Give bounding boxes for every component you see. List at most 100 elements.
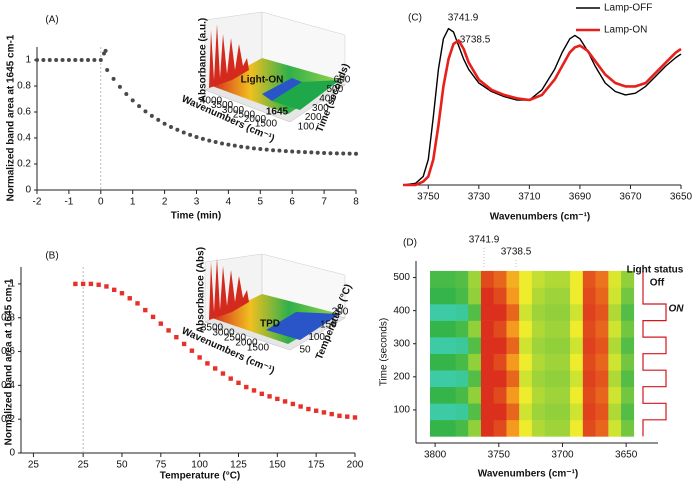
heatmap-cell [455,337,469,354]
heatmap-cell [544,270,558,288]
inset-tick-label: 200 [332,307,349,318]
point [245,145,250,150]
heatmap-cell [531,304,545,321]
heatmap-cell [442,403,456,421]
heatmap-cell [468,270,482,288]
heatmap-cell [468,337,482,354]
heatmap-cell [519,419,533,437]
heatmap-cell [570,403,584,421]
point [282,399,288,404]
point [267,394,272,399]
heatmap-cell [570,304,584,321]
inset-annotation: Light-ON [241,75,284,86]
heatmap-cell [621,403,635,421]
inset-tick-label: 150 [320,319,337,330]
point [347,151,352,156]
inset-tick-label: 500 [326,84,343,95]
heatmap-cell [506,386,520,404]
point [296,149,301,154]
heatmap-cell [557,403,571,421]
y-tick-label: 1 [25,55,31,66]
legend-label: Lamp-OFF [604,3,652,14]
point [143,307,148,313]
point [220,141,225,146]
inset-tick-label: 4000 [200,96,223,107]
heatmap-cell [442,386,456,404]
y-axis-label: Time (seconds) [379,318,390,387]
x-tick-label: 7 [321,197,327,208]
heatmap-cell [493,270,507,288]
point [244,384,249,390]
point [239,144,244,149]
heatmap-cell [506,304,520,321]
inset-tick-label: 3000 [222,105,245,116]
heatmap-cell [455,287,469,305]
heatmap-cell [480,337,494,354]
inset-tick-label: 300 [312,103,329,114]
inset-annotation: 1645 [266,107,289,118]
point [188,132,193,137]
series-line [402,27,682,186]
inset-tick-label: 3500 [211,100,234,111]
heatmap-cell [480,304,494,321]
heatmap-cell [493,403,507,421]
heatmap-cell [608,403,622,421]
heatmap-cell [519,337,533,354]
heatmap-cell [621,370,635,388]
heatmap-cell [468,304,482,321]
heatmap-cell [519,370,533,388]
point [220,371,226,376]
heatmap-cell [544,320,558,338]
point [130,98,135,103]
heatmap-cell [570,370,584,388]
point [271,148,276,153]
heatmap-cell [493,419,507,437]
heatmap-cell [608,270,622,288]
heatmap-cell [468,419,482,437]
point [73,281,78,287]
heatmap-cell [570,287,584,305]
point [212,366,218,371]
inset-tick-label: 50 [299,345,311,356]
y-tick-label: 0.8 [17,81,31,92]
y-axis-label: Normalized band area at 1645 cm-1 [6,34,17,201]
point [302,150,307,155]
series-line [403,39,682,187]
panel-label: (D) [403,238,417,249]
point [298,404,303,409]
point [66,58,71,62]
heatmap-cell [595,386,609,404]
inset-b-3d [204,253,346,351]
heatmap-cell [621,304,635,321]
heatmap-cell [519,270,533,288]
heatmap-cell [480,386,494,404]
point [181,341,187,347]
heatmap-cell [442,419,456,437]
point [166,328,171,333]
point [251,146,256,151]
point [117,84,122,89]
y-tick-label: 0.2 [17,159,31,170]
heatmap-cell [430,386,444,404]
point [313,408,319,413]
point [275,396,280,402]
point [54,58,59,62]
heatmap-cell [455,353,469,371]
heatmap-cell [608,370,622,388]
point [104,284,109,289]
heatmap-cell [557,287,571,305]
point [213,140,218,145]
heatmap-cell [544,304,558,321]
heatmap-cell [608,337,622,354]
legend-label: Lamp-ON [604,25,647,36]
heatmap-cell [531,386,545,404]
heatmap-cell [493,287,507,305]
point [143,109,148,114]
heatmap-cell [493,370,507,388]
y-tick-label: 0.6 [17,107,31,118]
heatmap-cell [506,403,520,421]
point [322,150,327,155]
heatmap-cell [621,287,635,305]
heatmap-cell [557,270,571,288]
heatmap-cell [430,370,444,388]
